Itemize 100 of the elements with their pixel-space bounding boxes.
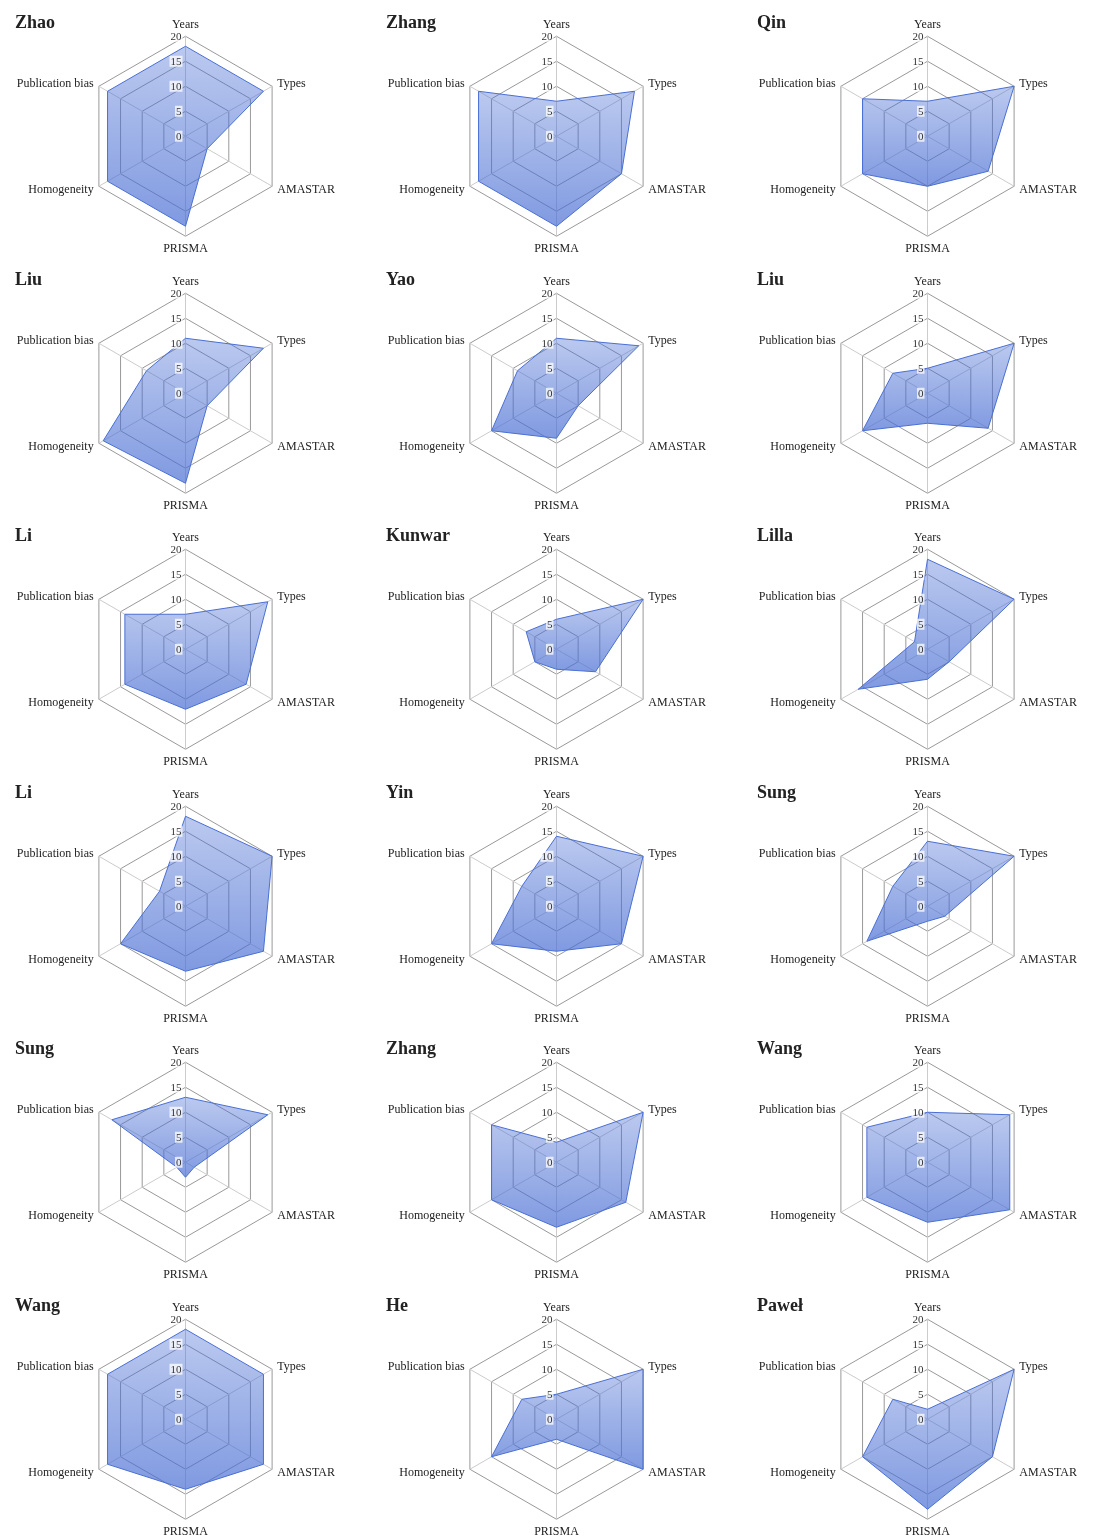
- y-tick-label: 0: [918, 1156, 924, 1169]
- spoke-label: Homogeneity: [28, 438, 94, 453]
- spoke-label: Types: [648, 845, 678, 860]
- spoke-label: PRISMA: [163, 1523, 209, 1538]
- y-tick-label: 15: [912, 568, 924, 581]
- y-tick-label: 0: [176, 899, 182, 912]
- y-tick-label: 20: [170, 1312, 182, 1325]
- y-tick-label: 0: [547, 899, 553, 912]
- y-tick-label: 20: [541, 30, 553, 43]
- spoke-label: AMASTAR: [648, 1464, 707, 1479]
- y-tick-label: 5: [547, 1131, 553, 1144]
- spoke-label: Publication bias: [758, 76, 837, 91]
- spoke-label: Homogeneity: [28, 695, 94, 710]
- spoke-label: Years: [914, 786, 942, 801]
- spoke-label: PRISMA: [534, 1010, 580, 1025]
- chart-title: Zhang: [386, 12, 437, 32]
- y-tick-label: 5: [918, 618, 924, 631]
- spoke-label: Types: [648, 1102, 678, 1117]
- spoke-label: Publication bias: [387, 589, 466, 604]
- y-tick-label: 10: [912, 336, 924, 349]
- spoke-label: Types: [277, 76, 307, 91]
- spoke-label: Years: [914, 17, 942, 32]
- y-tick-label: 10: [912, 849, 924, 862]
- spoke-label: PRISMA: [163, 1267, 209, 1282]
- spoke-label: Types: [1019, 1358, 1049, 1373]
- spoke-label: Publication bias: [387, 1102, 466, 1117]
- y-tick-label: 15: [170, 311, 182, 324]
- y-tick-label: 20: [912, 30, 924, 43]
- y-tick-label: 10: [912, 80, 924, 93]
- spoke-label: PRISMA: [163, 754, 209, 769]
- spoke-label: Years: [914, 1299, 942, 1314]
- spoke-label: Types: [648, 76, 678, 91]
- chart-title: Yao: [386, 268, 416, 289]
- y-tick-label: 15: [541, 55, 553, 68]
- spoke-label: Homogeneity: [399, 438, 465, 453]
- spoke-label: Homogeneity: [770, 1464, 836, 1479]
- chart-title: Kunwar: [386, 525, 451, 545]
- y-tick-label: 15: [170, 1337, 182, 1350]
- y-tick-label: 10: [912, 1362, 924, 1375]
- spoke-label: Homogeneity: [28, 951, 94, 966]
- y-tick-label: 20: [170, 1056, 182, 1069]
- spoke-label: PRISMA: [905, 754, 951, 769]
- y-tick-label: 5: [176, 874, 182, 887]
- spoke-label: Types: [277, 1358, 307, 1373]
- y-tick-label: 10: [170, 336, 182, 349]
- spoke-label: AMASTAR: [277, 951, 336, 966]
- y-tick-label: 20: [912, 1312, 924, 1325]
- y-tick-label: 0: [547, 1156, 553, 1169]
- spoke-label: PRISMA: [905, 497, 951, 512]
- y-tick-label: 20: [541, 799, 553, 812]
- spoke-label: AMASTAR: [1019, 438, 1078, 453]
- y-tick-label: 5: [176, 1387, 182, 1400]
- spoke-label: PRISMA: [534, 1267, 580, 1282]
- spoke-label: Years: [172, 17, 200, 32]
- spoke-label: Years: [543, 273, 571, 288]
- y-tick-label: 10: [541, 80, 553, 93]
- spoke-label: Publication bias: [16, 589, 95, 604]
- y-tick-label: 10: [170, 1106, 182, 1119]
- spoke-label: Homogeneity: [399, 182, 465, 197]
- spoke-label: Publication bias: [16, 332, 95, 347]
- y-tick-label: 10: [912, 593, 924, 606]
- y-tick-label: 10: [541, 1362, 553, 1375]
- y-tick-label: 0: [176, 1156, 182, 1169]
- spoke-label: Homogeneity: [770, 438, 836, 453]
- y-tick-label: 10: [170, 80, 182, 93]
- spoke-label: Types: [1019, 76, 1049, 91]
- chart-title: Lilla: [757, 525, 794, 545]
- spoke-label: AMASTAR: [648, 951, 707, 966]
- y-tick-label: 20: [541, 1312, 553, 1325]
- spoke-label: AMASTAR: [1019, 951, 1078, 966]
- y-tick-label: 5: [918, 361, 924, 374]
- spoke-label: Publication bias: [16, 76, 95, 91]
- spoke-label: PRISMA: [905, 1523, 951, 1538]
- y-tick-label: 5: [918, 1387, 924, 1400]
- spoke-label: Publication bias: [16, 1102, 95, 1117]
- chart-title: He: [386, 1294, 408, 1315]
- y-tick-label: 5: [918, 874, 924, 887]
- spoke-label: Types: [277, 332, 307, 347]
- y-tick-label: 20: [912, 286, 924, 299]
- spoke-label: AMASTAR: [277, 695, 336, 710]
- spoke-label: AMASTAR: [648, 438, 707, 453]
- spoke-label: PRISMA: [163, 241, 209, 256]
- spoke-label: AMASTAR: [1019, 1464, 1078, 1479]
- spoke-label: Years: [172, 273, 200, 288]
- chart-title: Yin: [386, 781, 414, 802]
- spoke-label: Years: [914, 273, 942, 288]
- spoke-label: Publication bias: [387, 1358, 466, 1373]
- y-tick-label: 0: [547, 386, 553, 399]
- spoke-label: Years: [172, 786, 200, 801]
- spoke-label: Homogeneity: [28, 1464, 94, 1479]
- spoke-label: Publication bias: [387, 76, 466, 91]
- y-tick-label: 15: [912, 824, 924, 837]
- y-tick-label: 20: [170, 286, 182, 299]
- spoke-label: Publication bias: [387, 332, 466, 347]
- chart-title: Liu: [757, 268, 785, 289]
- y-tick-label: 15: [541, 1337, 553, 1350]
- spoke-label: PRISMA: [534, 1523, 580, 1538]
- y-tick-label: 0: [918, 643, 924, 656]
- chart-title: Wang: [757, 1038, 803, 1058]
- spoke-label: AMASTAR: [277, 1208, 336, 1223]
